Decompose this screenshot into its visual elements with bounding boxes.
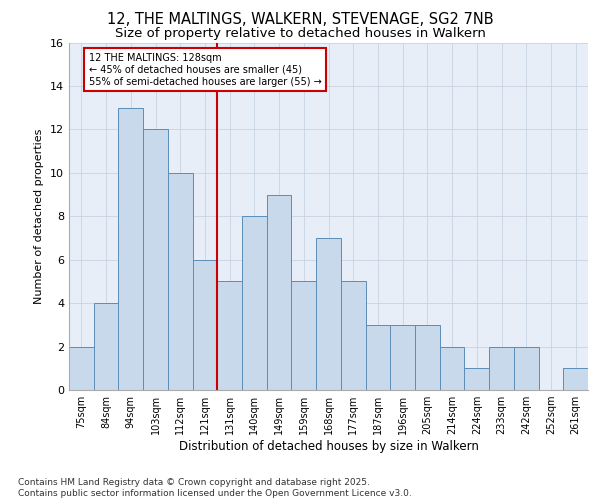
- Bar: [292, 282, 316, 390]
- Text: Size of property relative to detached houses in Walkern: Size of property relative to detached ho…: [115, 28, 485, 40]
- Text: 12 THE MALTINGS: 128sqm
← 45% of detached houses are smaller (45)
55% of semi-de: 12 THE MALTINGS: 128sqm ← 45% of detache…: [89, 54, 322, 86]
- Bar: [267, 194, 292, 390]
- Text: Contains HM Land Registry data © Crown copyright and database right 2025.
Contai: Contains HM Land Registry data © Crown c…: [18, 478, 412, 498]
- Y-axis label: Number of detached properties: Number of detached properties: [34, 128, 44, 304]
- Bar: [118, 108, 143, 390]
- Bar: [390, 325, 415, 390]
- Text: 12, THE MALTINGS, WALKERN, STEVENAGE, SG2 7NB: 12, THE MALTINGS, WALKERN, STEVENAGE, SG…: [107, 12, 493, 28]
- Bar: [193, 260, 217, 390]
- Bar: [94, 303, 118, 390]
- Bar: [415, 325, 440, 390]
- Bar: [168, 173, 193, 390]
- X-axis label: Distribution of detached houses by size in Walkern: Distribution of detached houses by size …: [179, 440, 478, 453]
- Bar: [464, 368, 489, 390]
- Bar: [69, 346, 94, 390]
- Bar: [514, 346, 539, 390]
- Bar: [143, 130, 168, 390]
- Bar: [489, 346, 514, 390]
- Bar: [217, 282, 242, 390]
- Bar: [365, 325, 390, 390]
- Bar: [316, 238, 341, 390]
- Bar: [242, 216, 267, 390]
- Bar: [440, 346, 464, 390]
- Bar: [341, 282, 365, 390]
- Bar: [563, 368, 588, 390]
